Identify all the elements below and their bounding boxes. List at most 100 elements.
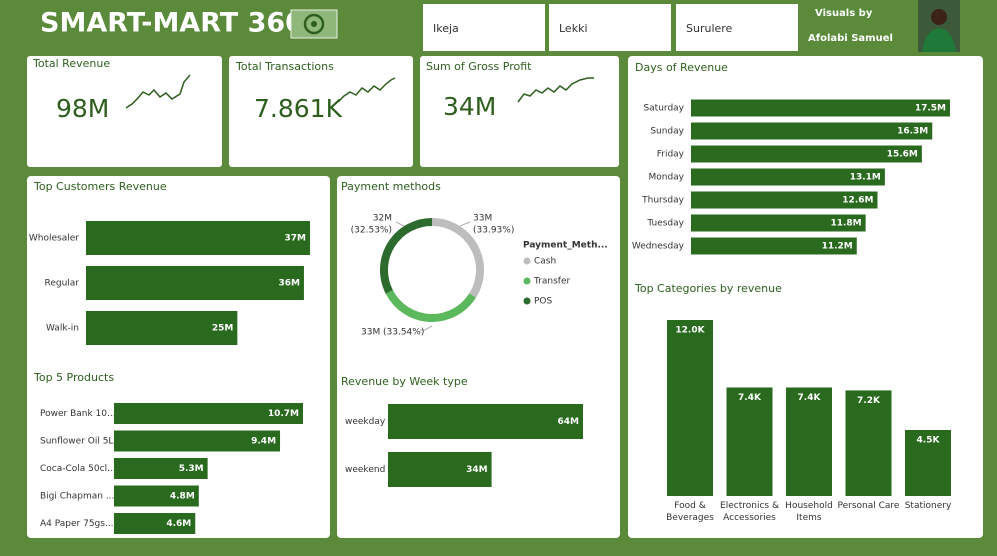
bar xyxy=(667,320,713,496)
bar xyxy=(905,430,951,496)
panel-title: Top 5 Products xyxy=(33,371,114,384)
donut-segment xyxy=(380,218,433,294)
logo xyxy=(290,9,338,39)
bar xyxy=(691,237,857,255)
panel-title: Days of Revenue xyxy=(635,61,728,74)
kpi-value: 34M xyxy=(443,92,496,121)
category-label: weekend xyxy=(345,465,385,475)
dashboard-title: SMART-MART 360 xyxy=(40,8,304,39)
category-label: A4 Paper 75gs... xyxy=(40,519,114,529)
bar xyxy=(691,122,933,140)
value-label: 4.5K xyxy=(917,436,941,446)
value-label: 10.7M xyxy=(268,409,299,419)
panel-title: Top Customers Revenue xyxy=(33,180,167,193)
bar xyxy=(86,221,310,255)
value-label: (33.54%) xyxy=(383,328,424,338)
bar xyxy=(86,266,304,300)
donut-segment xyxy=(385,289,477,322)
panel-title: Payment methods xyxy=(341,180,441,193)
category-label: Friday xyxy=(657,150,685,160)
kpi-card xyxy=(27,56,222,167)
bar xyxy=(691,145,922,163)
legend-label: Transfer xyxy=(533,277,570,287)
leader-line xyxy=(395,221,405,227)
kpi-value: 98M xyxy=(56,94,109,123)
category-label: Thursday xyxy=(641,196,685,206)
bar xyxy=(114,403,303,424)
legend-label: POS xyxy=(534,297,553,307)
category-label: Household Items xyxy=(785,501,833,523)
value-label: 11.2M xyxy=(822,242,853,252)
bar xyxy=(388,404,583,439)
category-label: Coca-Cola 50cl... xyxy=(40,464,116,474)
bar xyxy=(388,452,492,487)
value-label: 17.5M xyxy=(915,104,946,114)
value-label: 12.0K xyxy=(675,326,705,336)
slicer-label: Lekki xyxy=(559,22,588,35)
category-label-box: Food & Beverages xyxy=(666,501,714,523)
value-label: 15.6M xyxy=(887,150,918,160)
slicer-label: Surulere xyxy=(686,22,733,35)
category-label: Saturday xyxy=(643,104,684,114)
bar xyxy=(114,513,196,534)
category-label: Walk-in xyxy=(46,324,79,334)
category-label: Power Bank 10... xyxy=(40,409,116,419)
amount-label: 32M xyxy=(373,214,392,224)
value-label: 7.4K xyxy=(738,393,762,403)
bar xyxy=(726,387,773,496)
author-photo xyxy=(918,0,960,52)
kpi-card xyxy=(229,56,413,167)
category-label: Sunday xyxy=(650,127,684,137)
legend-label: Cash xyxy=(534,257,556,267)
bar xyxy=(114,430,281,452)
bar xyxy=(691,214,866,232)
category-label-box: Stationery xyxy=(905,501,952,511)
bar xyxy=(691,168,885,186)
leader-line xyxy=(459,221,471,227)
category-label: weekday xyxy=(345,417,386,427)
value-label: 34M xyxy=(466,465,488,475)
amount-label: 33M xyxy=(361,328,380,338)
sparkline xyxy=(125,74,191,109)
bar xyxy=(114,485,199,507)
bar xyxy=(691,191,878,209)
kpi-label: Total Transactions xyxy=(235,60,334,73)
value-label: 4.8M xyxy=(170,492,195,502)
legend-swatch xyxy=(523,277,531,285)
credit-label: Visuals by xyxy=(815,8,873,19)
kpi-value: 7.861K xyxy=(254,94,343,123)
category-label: Regular xyxy=(44,279,79,289)
category-label: Sunflower Oil 5L xyxy=(40,437,113,447)
slicer[interactable] xyxy=(423,4,545,51)
category-label: Tuesday xyxy=(646,219,684,229)
slicer[interactable] xyxy=(676,4,798,51)
bar xyxy=(86,311,238,345)
value-label: 4.6M xyxy=(166,519,191,529)
value-label: 37M xyxy=(285,234,307,244)
value-label: (33.93%) xyxy=(473,226,514,236)
panel-title: Revenue by Week type xyxy=(341,375,468,388)
legend-title: Payment_Meth... xyxy=(523,241,608,251)
category-label: Bigi Chapman ... xyxy=(40,492,114,502)
category-label: Wholesaler xyxy=(29,234,79,244)
panel xyxy=(337,176,620,538)
value-label: 5.3M xyxy=(179,464,204,474)
slicer[interactable] xyxy=(549,4,671,51)
value-label: 9.4M xyxy=(251,437,276,447)
leader-line xyxy=(420,325,433,331)
value-label: 36M xyxy=(278,279,300,289)
category-label-box: Electronics & Accessories xyxy=(720,501,779,523)
value-label: 13.1M xyxy=(850,173,881,183)
value-label: 16.3M xyxy=(897,127,928,137)
bar xyxy=(114,458,208,479)
category-label: Wednesday xyxy=(632,242,685,252)
value-label: 7.2K xyxy=(857,396,881,406)
kpi-label: Total Revenue xyxy=(32,57,110,70)
category-label-box: Personal Care xyxy=(838,501,900,511)
sparkline xyxy=(517,77,594,103)
amount-label: 33M xyxy=(473,214,492,224)
value-label: 25M xyxy=(212,324,234,334)
sparkline xyxy=(337,77,396,103)
panel-title: Top Categories by revenue xyxy=(634,282,782,295)
